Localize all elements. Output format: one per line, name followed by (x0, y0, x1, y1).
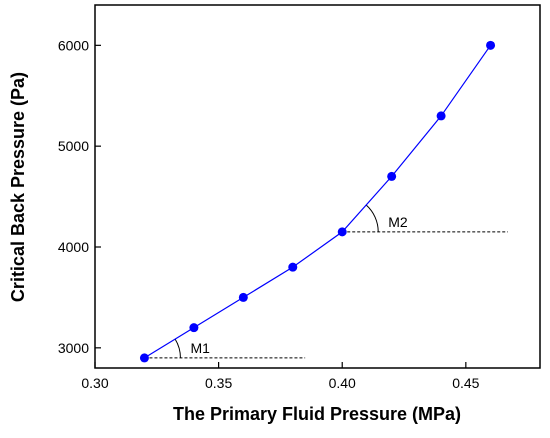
annotations-layer: M1 M2 (144, 204, 508, 359)
angle-label-m1: M1 (190, 340, 210, 356)
ticks-layer: 0.30 0.35 0.40 0.45 3000 4000 5000 6000 (58, 37, 480, 391)
plot-frame (94, 4, 541, 369)
x-tick-label: 0.30 (81, 375, 108, 391)
series-layer (139, 40, 496, 363)
data-point (238, 292, 248, 302)
y-tick-label: 4000 (58, 239, 89, 255)
y-tick-label: 6000 (58, 37, 89, 53)
angle-arc-m2 (365, 204, 379, 232)
y-axis-title: Critical Back Pressure (Pa) (8, 72, 28, 302)
data-point (288, 262, 298, 272)
x-tick-label: 0.35 (205, 375, 232, 391)
data-point (189, 323, 199, 333)
x-tick-label: 0.45 (452, 375, 479, 391)
x-axis-title: The Primary Fluid Pressure (MPa) (173, 404, 461, 424)
data-point (387, 171, 397, 181)
angle-label-m2: M2 (388, 214, 408, 230)
x-tick-label: 0.40 (329, 375, 356, 391)
y-tick-label: 3000 (58, 340, 89, 356)
data-point (337, 227, 347, 237)
y-tick-label: 5000 (58, 138, 89, 154)
data-point (139, 353, 149, 363)
data-point (486, 40, 496, 50)
series-line (144, 44, 492, 359)
data-point (436, 111, 446, 121)
angle-arc-m1 (174, 338, 181, 358)
